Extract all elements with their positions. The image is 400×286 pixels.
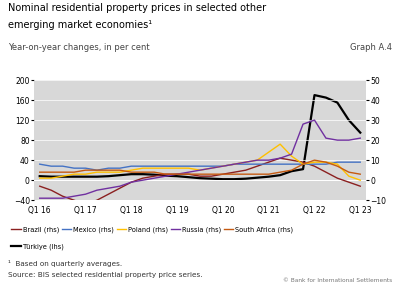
Legend: Türkiye (lhs): Türkiye (lhs)	[11, 243, 64, 250]
Legend: Brazil (rhs), Mexico (rhs), Poland (rhs), Russia (rhs), South Africa (rhs): Brazil (rhs), Mexico (rhs), Poland (rhs)…	[11, 226, 294, 233]
Text: emerging market economies¹: emerging market economies¹	[8, 20, 152, 30]
Text: Nominal residential property prices in selected other: Nominal residential property prices in s…	[8, 3, 266, 13]
Text: © Bank for International Settlements: © Bank for International Settlements	[283, 278, 392, 283]
Text: Year-on-year changes, in per cent: Year-on-year changes, in per cent	[8, 43, 150, 52]
Text: ¹  Based on quarterly averages.: ¹ Based on quarterly averages.	[8, 260, 122, 267]
Text: Source: BIS selected residential property price series.: Source: BIS selected residential propert…	[8, 272, 202, 278]
Text: Graph A.4: Graph A.4	[350, 43, 392, 52]
